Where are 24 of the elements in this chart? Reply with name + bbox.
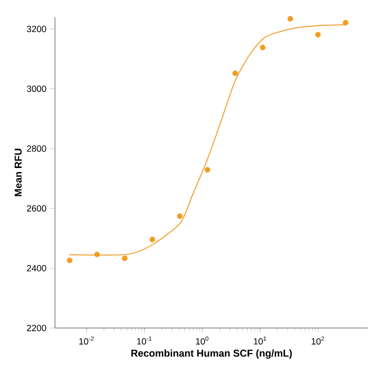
x-tick-label: 10$^{-1}$: [137, 336, 152, 345]
point: [177, 213, 183, 219]
point: [204, 167, 210, 173]
y-tick-label: 3200: [26, 26, 46, 32]
point: [315, 32, 321, 38]
x-tick-label: 10$^{1}$: [254, 336, 266, 345]
point: [66, 258, 72, 264]
x-tick-label: 10$^{0}$: [196, 336, 208, 345]
point: [288, 16, 294, 22]
x-tick-label: 10$^{2}$: [312, 336, 324, 345]
point: [150, 236, 156, 242]
y-tick-label: 2800: [27, 145, 46, 152]
point: [232, 70, 238, 76]
y-tick-label: 2200: [27, 324, 46, 332]
point: [94, 252, 100, 258]
y-axis-title: Mean RFU: [14, 148, 22, 196]
point: [260, 44, 266, 50]
point: [122, 256, 128, 262]
point: [342, 20, 348, 26]
y-tick-label: 2400: [27, 265, 46, 272]
x-tick-label: 10$^{-2}$: [79, 336, 94, 345]
y-tick-label: 3000: [26, 86, 46, 92]
y-tick-label: 2600: [27, 205, 46, 212]
x-axis-title: Recombinant Human SCF (ng/mL): [131, 349, 292, 359]
